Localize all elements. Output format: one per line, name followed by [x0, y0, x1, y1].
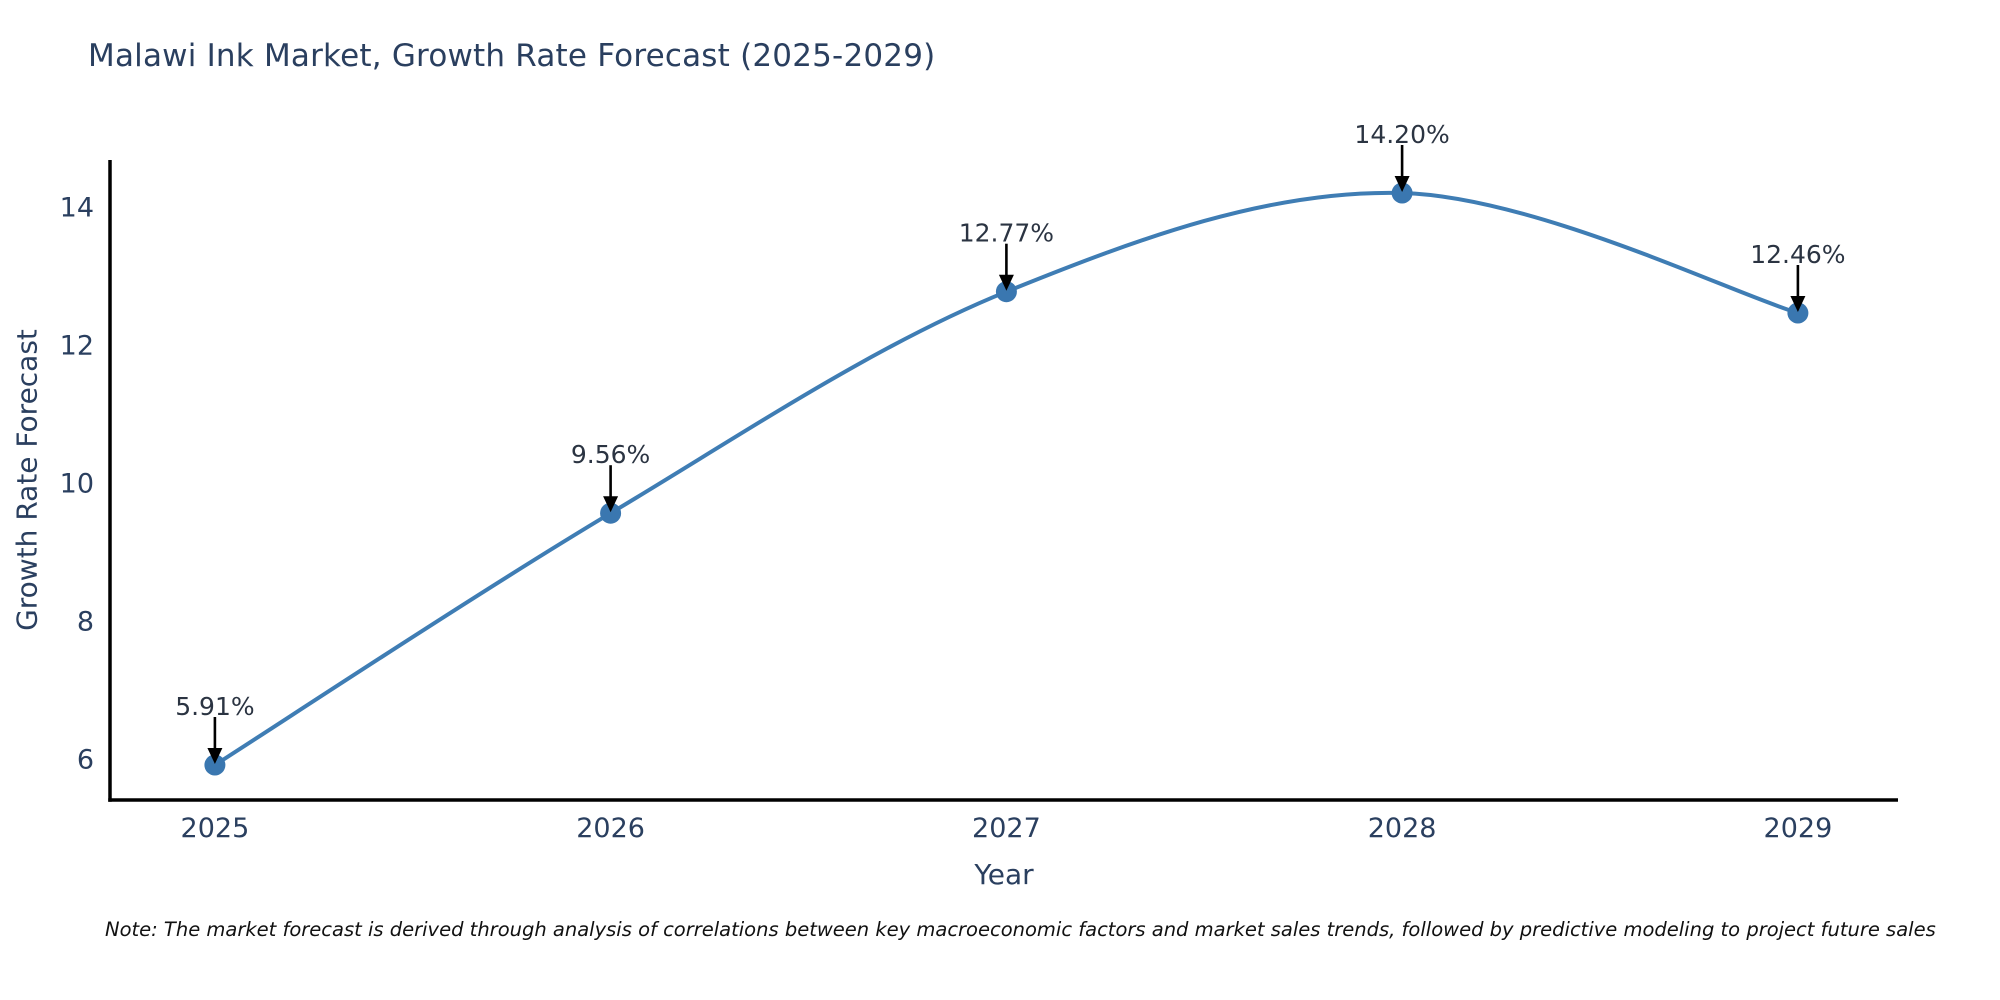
data-point-marker [1391, 182, 1413, 204]
x-tick-label: 2028 [1368, 813, 1437, 844]
annotation-arrow-head [207, 748, 223, 764]
x-axis-title: Year [974, 858, 1034, 891]
y-tick-label: 6 [77, 744, 94, 775]
data-point-marker [1787, 302, 1809, 324]
data-point-label: 9.56% [571, 440, 650, 469]
data-point-label: 5.91% [175, 692, 254, 721]
y-tick-label: 14 [60, 192, 94, 223]
data-point-marker [600, 502, 622, 524]
annotation-arrow-head [998, 274, 1014, 291]
annotation-arrow-head [1394, 176, 1410, 192]
x-tick-label: 2026 [576, 813, 645, 844]
x-tick-label: 2027 [972, 813, 1041, 844]
y-tick-label: 10 [60, 468, 94, 499]
data-point-label: 14.20% [1354, 120, 1449, 149]
footnote: Note: The market forecast is derived thr… [105, 918, 1936, 941]
data-point-label: 12.77% [959, 219, 1054, 248]
annotation-arrow-head [603, 496, 619, 513]
data-point-marker [995, 281, 1017, 303]
data-point-label: 12.46% [1750, 240, 1845, 269]
data-point-marker [204, 754, 226, 776]
x-tick-label: 2029 [1764, 813, 1833, 844]
x-tick-label: 2025 [181, 813, 250, 844]
annotation-arrow-head [1790, 296, 1806, 312]
y-tick-label: 12 [60, 330, 94, 361]
chart-title: Malawi Ink Market, Growth Rate Forecast … [88, 38, 936, 74]
y-tick-label: 8 [77, 606, 94, 637]
